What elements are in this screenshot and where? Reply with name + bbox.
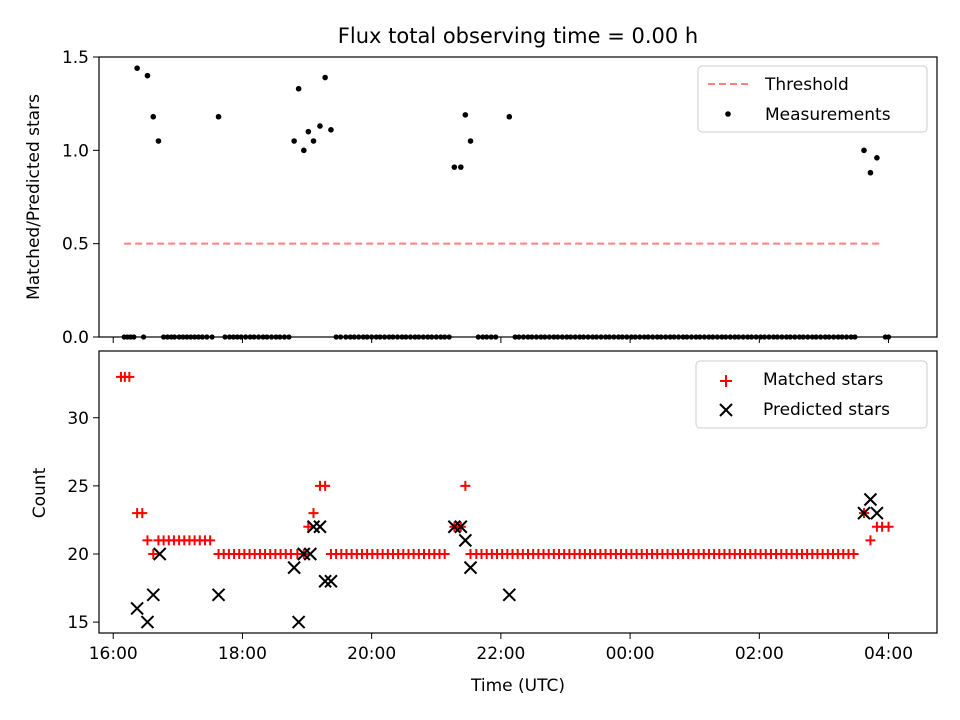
matched-star-marker (465, 548, 476, 559)
x-tick-label: 04:00 (864, 644, 913, 664)
count-plot-area (115, 371, 894, 629)
count-y-tick-label: 20 (67, 545, 89, 565)
ratio-axes-frame (98, 56, 938, 338)
predicted-star-marker (130, 601, 144, 616)
predicted-star-marker (211, 588, 226, 602)
legend-predicted-marker (719, 403, 733, 417)
predicted-star-marker (306, 520, 321, 534)
count-y-tick-label: 30 (67, 409, 89, 429)
ratio-legend: Threshold Measurements (697, 65, 928, 133)
measurement-point (155, 138, 162, 144)
x-tick-label: 00:00 (606, 644, 655, 664)
measurement-point (295, 85, 302, 92)
predicted-star-marker (287, 560, 301, 575)
measurement-point (861, 147, 867, 154)
matched-star-marker (303, 521, 314, 532)
measurement-point (458, 164, 464, 170)
ratio-y-tick-label: 1.0 (62, 141, 89, 161)
legend-predicted-label: Predicted stars (763, 400, 890, 420)
ratio-y-tick-label: 1.5 (62, 48, 89, 68)
count-y-tick-label: 15 (67, 613, 89, 633)
predicted-star-marker (463, 560, 478, 575)
measurement-point (134, 65, 140, 71)
measurement-point (451, 164, 458, 170)
matched-star-marker (142, 535, 153, 546)
legend-measurements-label: Measurements (765, 105, 891, 125)
legend-matched-marker (720, 375, 732, 387)
measurement-point (317, 123, 323, 129)
legend-matched-label: Matched stars (763, 370, 883, 390)
measurement-point (305, 128, 312, 135)
matched-star-marker (439, 548, 450, 559)
measurement-point (310, 138, 317, 144)
matched-star-marker (325, 548, 336, 559)
predicted-star-marker (447, 520, 462, 534)
x-tick-label: 16:00 (89, 644, 138, 664)
count-x-ticks: 16:00 18:00 20:00 22:00 00:00 02:00 04:00 (89, 633, 913, 664)
matched-star-marker (865, 535, 876, 546)
x-axis-label: Time (UTC) (470, 676, 565, 696)
predicted-star-marker (146, 588, 160, 602)
measurement-point (150, 113, 157, 120)
ratio-y-ticks: 0.0 0.5 1.0 1.5 (62, 48, 99, 348)
predicted-star-marker (857, 506, 871, 520)
matched-star-marker (148, 548, 159, 559)
matched-star-marker (848, 548, 859, 559)
predicted-star-marker (153, 547, 167, 561)
legend-threshold-label: Threshold (764, 75, 849, 95)
predicted-star-marker (303, 547, 317, 561)
measurement-point (144, 72, 151, 79)
ratio-legend-box (697, 65, 928, 133)
predicted-star-marker (324, 574, 338, 588)
measurement-point (506, 113, 513, 120)
matched-star-marker (460, 480, 471, 491)
x-tick-label: 22:00 (476, 644, 525, 664)
measurement-point (301, 147, 307, 154)
predicted-star-marker (863, 492, 878, 507)
x-tick-label: 20:00 (347, 644, 396, 664)
predicted-star-marker (313, 520, 327, 534)
predicted-star-marker (291, 615, 306, 629)
count-y-tick-label: 25 (67, 477, 89, 497)
x-tick-label: 18:00 (218, 644, 267, 664)
measurement-point (467, 138, 474, 144)
count-legend-box (695, 360, 928, 429)
measurement-point (215, 113, 222, 120)
predicted-star-marker (502, 588, 516, 602)
ratio-x-ticks (112, 337, 890, 343)
predicted-star-marker (870, 506, 884, 520)
ratio-y-tick-label: 0.0 (62, 328, 89, 348)
predicted-star-marker (318, 574, 332, 588)
measurement-point (328, 127, 334, 133)
predicted-star-marker (454, 520, 468, 534)
ratio-y-tick-label: 0.5 (62, 235, 89, 255)
predicted-star-marker (140, 615, 155, 629)
ratio-y-axis-label: Matched/Predicted stars (24, 94, 44, 300)
measurement-point (291, 138, 297, 144)
chart-title: Flux total observing time = 0.00 h (338, 24, 698, 48)
matched-star-marker (883, 521, 894, 532)
measurement-point (322, 74, 328, 81)
predicted-star-marker (458, 533, 473, 548)
count-panel: 16:00 18:00 20:00 22:00 00:00 02:00 04:00 15 20… (30, 350, 938, 696)
predicted-star-marker (297, 547, 311, 561)
x-tick-label: 02:00 (735, 644, 784, 664)
measurement-point (867, 169, 874, 176)
legend-measurements-marker (725, 111, 731, 117)
count-legend: Matched stars Predicted stars (695, 360, 928, 429)
count-y-axis-label: Count (30, 467, 50, 518)
matched-star-marker (137, 508, 148, 519)
ratio-panel: 0.0 0.5 1.0 1.5 Matched/Predicted stars Thr… (24, 48, 938, 348)
matched-star-marker (124, 371, 135, 382)
matched-star-marker (308, 508, 319, 519)
count-axes-frame (98, 350, 938, 634)
count-y-ticks: 15 20 25 30 (67, 409, 99, 633)
measurement-point (462, 112, 469, 118)
measurement-point (874, 155, 880, 161)
matched-star-marker (320, 480, 331, 491)
matched-star-marker (205, 535, 216, 546)
